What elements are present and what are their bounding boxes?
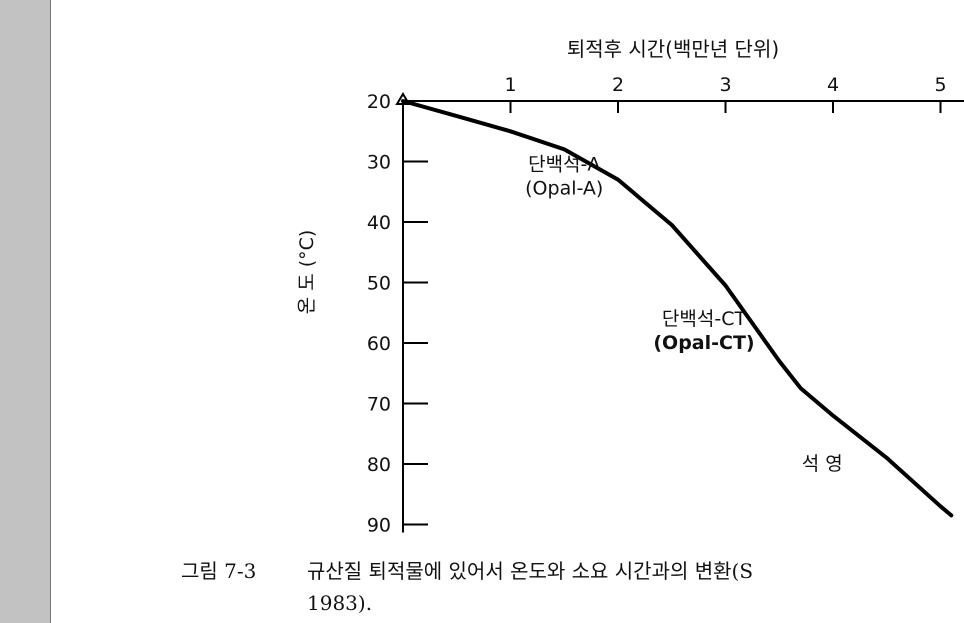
y-tick-label: 60 <box>367 333 391 355</box>
chart-title: 퇴적후 시간(백만년 단위) <box>567 37 779 61</box>
caption-text-1: 규산질 퇴적물에 있어서 온도와 소요 시간과의 변환(S <box>307 559 754 583</box>
caption-line-1: 그림 7-3 규산질 퇴적물에 있어서 온도와 소요 시간과의 변환(S <box>181 557 753 585</box>
y-tick-label: 50 <box>367 273 391 295</box>
series-line <box>401 99 954 518</box>
annotation-opal-ct-label: 단백석-CT <box>662 308 747 330</box>
y-tick-label: 90 <box>367 515 391 537</box>
origin-marker <box>395 92 411 105</box>
y-tick-label: 80 <box>367 454 391 476</box>
y-axis-label: 온 도 (°C) <box>296 230 318 315</box>
chart-svg: 퇴적후 시간(백만년 단위) 1 2 3 4 5 20 30 40 50 60 70 80 90 온 … <box>296 37 964 537</box>
y-tick-label: 40 <box>367 212 391 234</box>
annotation-quartz-label: 석 영 <box>802 453 843 475</box>
y-tick-label: 30 <box>367 152 391 174</box>
y-tick-label: 70 <box>367 394 391 416</box>
x-tick-label: 1 <box>504 74 516 96</box>
series-group <box>395 92 954 518</box>
left-sidebar <box>0 0 51 623</box>
x-tick-label: 4 <box>827 74 839 96</box>
caption-line-2: 1983). <box>307 589 372 617</box>
y-tick-label: 20 <box>367 91 391 113</box>
caption-figure-number: 그림 7-3 <box>181 559 257 583</box>
annotation-opal-a-sublabel: (Opal-A) <box>525 178 603 200</box>
annotation-opal-a-label: 단백석-A <box>528 154 600 176</box>
y-axis: 20 30 40 50 60 70 80 90 <box>367 91 428 537</box>
annotations-group: 단백석-A(Opal-A) 단백석-CT(Opal-CT) 석 영 <box>525 154 843 475</box>
x-tick-label: 3 <box>719 74 731 96</box>
annotation-opal-ct-sublabel: (Opal-CT) <box>653 332 754 354</box>
x-axis: 1 2 3 4 5 <box>403 74 964 113</box>
x-tick-label: 5 <box>934 74 946 96</box>
x-tick-label: 2 <box>612 74 624 96</box>
caption-text-2: 1983). <box>307 591 373 615</box>
